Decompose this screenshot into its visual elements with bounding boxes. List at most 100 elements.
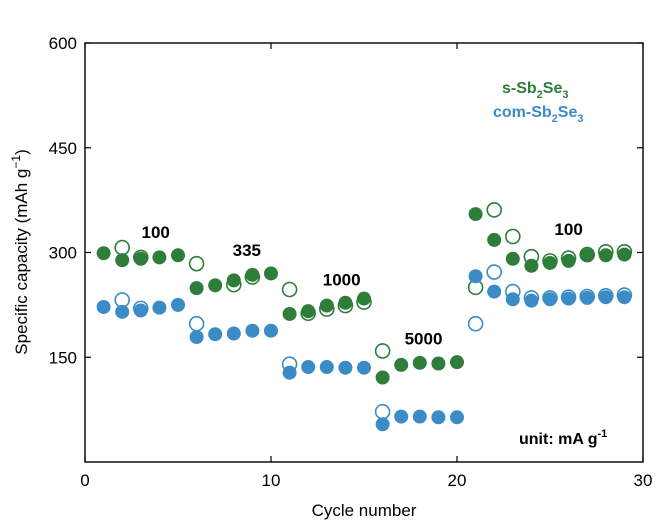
- data-point-open: [504, 283, 521, 300]
- data-point-filled: [357, 291, 371, 306]
- data-point-filled: [319, 360, 334, 375]
- data-point-filled: [189, 281, 204, 296]
- series-3: [114, 264, 633, 420]
- rate-label: 100: [141, 223, 169, 242]
- data-point-open: [244, 269, 261, 285]
- data-point-open: [560, 250, 577, 266]
- data-point-open: [133, 249, 149, 266]
- data-point-filled: [264, 323, 278, 338]
- y-tick-label: 450: [49, 139, 77, 158]
- data-point-filled: [598, 248, 613, 263]
- data-point-open: [356, 294, 372, 310]
- data-point-open: [114, 292, 130, 308]
- data-point-filled: [226, 273, 241, 288]
- data-point-open: [486, 202, 503, 218]
- data-point-open: [300, 305, 317, 322]
- data-point-open: [523, 248, 540, 265]
- x-tick-label: 0: [80, 471, 89, 490]
- ticks: 0 10 20 30 150 300 450 600: [49, 34, 653, 490]
- data-point-filled: [208, 327, 223, 342]
- data-point-open: [133, 300, 149, 317]
- data-point-open: [337, 297, 354, 314]
- data-point-filled: [412, 409, 427, 424]
- data-point-filled: [189, 329, 204, 344]
- data-point-open: [616, 244, 633, 260]
- data-point-filled: [264, 266, 278, 281]
- data-point-filled: [338, 360, 353, 375]
- data-point-filled: [431, 356, 446, 371]
- unit-annotation: unit: mA g-1: [519, 428, 607, 448]
- data-point-filled: [245, 323, 260, 338]
- data-point-open: [560, 289, 577, 305]
- data-point-filled: [468, 269, 483, 284]
- data-point-open: [597, 287, 614, 304]
- data-point-open: [579, 288, 596, 305]
- x-tick-label: 20: [448, 471, 467, 490]
- data-point-filled: [450, 355, 464, 370]
- rate-labels: 100 335 1000 5000 100: [141, 220, 582, 349]
- data-point-filled: [226, 326, 241, 341]
- data-point-filled: [580, 248, 595, 263]
- data-point-open: [188, 315, 205, 332]
- data-point-filled: [96, 299, 111, 314]
- data-point-open: [579, 246, 596, 263]
- data-point-open: [374, 343, 391, 359]
- data-point-open: [467, 315, 484, 332]
- data-point-filled: [319, 298, 334, 313]
- rate-label: 335: [233, 241, 261, 260]
- data-point-open: [226, 276, 242, 293]
- data-point-filled: [133, 251, 148, 266]
- data-point-filled: [282, 306, 297, 321]
- data-point-open: [523, 290, 540, 306]
- data-point-open: [114, 239, 130, 256]
- x-axis-title: Cycle number: [312, 501, 417, 520]
- data-point-filled: [487, 232, 502, 247]
- data-point-filled: [561, 291, 576, 306]
- x-tick-label: 10: [262, 471, 281, 490]
- data-point-open: [281, 281, 298, 298]
- y-tick-label: 150: [49, 348, 77, 367]
- series-0: [96, 207, 632, 385]
- data-point-filled: [394, 409, 409, 424]
- data-point-filled: [375, 370, 390, 385]
- data-point-filled: [208, 278, 223, 293]
- x-tick-label: 30: [634, 471, 653, 490]
- rate-label: 5000: [405, 330, 443, 349]
- data-point-filled: [580, 290, 595, 305]
- legend-entry-s-sb2se3: s-Sb2Se3: [502, 80, 569, 101]
- data-point-filled: [152, 300, 167, 315]
- series-2: [96, 269, 632, 432]
- data-point-filled: [115, 253, 130, 268]
- data-point-filled: [171, 248, 185, 263]
- data-point-filled: [468, 207, 483, 222]
- data-point-filled: [543, 292, 557, 307]
- data-point-open: [542, 253, 558, 269]
- rate-label: 1000: [323, 270, 361, 289]
- data-point-filled: [450, 410, 464, 425]
- y-tick-label: 300: [49, 244, 77, 263]
- data-point-filled: [152, 250, 167, 265]
- data-point-filled: [431, 410, 446, 425]
- legend-entry-com-sb2se3: com-Sb2Se3: [493, 104, 584, 125]
- series-1: [114, 202, 633, 359]
- data-point-filled: [301, 360, 316, 375]
- data-point-open: [486, 264, 503, 280]
- data-point-open: [542, 290, 558, 306]
- data-point-filled: [96, 246, 111, 261]
- data-point-filled: [394, 357, 409, 372]
- data-point-filled: [487, 284, 502, 299]
- y-axis-title: Specific capacity (mAh g−1): [9, 149, 31, 355]
- data-point-open: [281, 356, 298, 373]
- data-point-filled: [412, 355, 427, 370]
- data-points: [96, 202, 633, 432]
- data-point-filled: [282, 365, 297, 380]
- legend: s-Sb2Se3 com-Sb2Se3: [493, 80, 584, 125]
- y-tick-label: 600: [49, 34, 77, 53]
- data-point-filled: [357, 360, 371, 375]
- data-point-open: [597, 244, 614, 260]
- data-point-open: [318, 301, 335, 317]
- data-point-filled: [505, 251, 520, 266]
- data-point-open: [616, 287, 633, 303]
- data-point-filled: [115, 304, 130, 319]
